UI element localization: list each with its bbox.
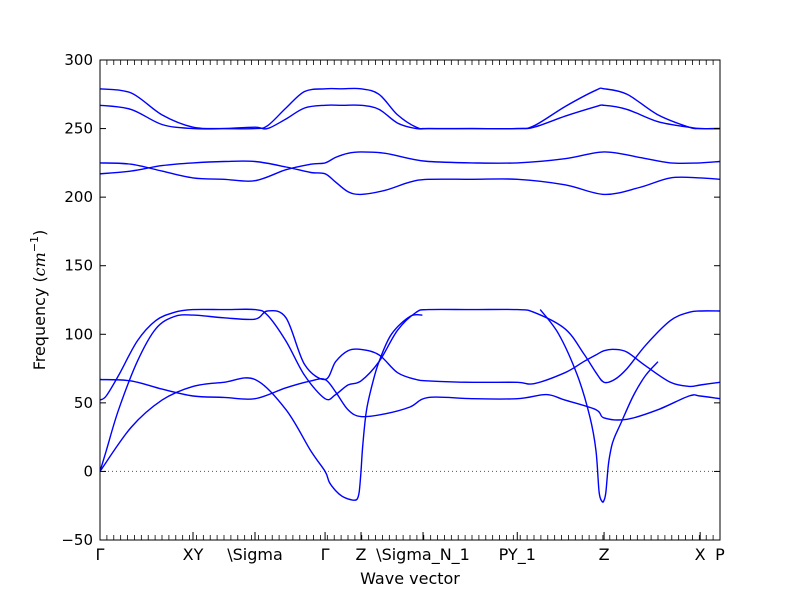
- x-tick-label: Z: [599, 545, 610, 564]
- y-axis-label-suffix: ): [30, 230, 49, 236]
- x-axis: Γ XY \Sigma Γ Z \Sigma_N_1 PY_1 Z X P: [96, 532, 725, 565]
- y-tick-label: 200: [64, 188, 93, 206]
- y-tick-label: 100: [64, 325, 93, 343]
- y-tick-label: 150: [64, 257, 93, 275]
- y-tick-label: 250: [64, 120, 93, 138]
- x-tick-label: Z: [356, 545, 367, 564]
- band-line-9: [539, 309, 659, 503]
- plot-area: [100, 87, 720, 503]
- band-line-7: [100, 378, 720, 421]
- band-line-3: [100, 151, 720, 182]
- x-tick-label: \Sigma_N_1: [376, 545, 470, 565]
- band-line-5: [100, 308, 720, 401]
- x-tick-label: Γ: [321, 545, 330, 564]
- y-axis-label: Frequency (cm−1): [28, 230, 49, 371]
- y-axis-label-prefix: Frequency (: [30, 276, 49, 370]
- band-line-8: [100, 313, 423, 501]
- x-tick-label: PY_1: [499, 545, 536, 565]
- band-line-4: [100, 160, 720, 196]
- y-axis: −50 0 50 100 150 200 250 300: [61, 51, 720, 549]
- y-axis-label-exponent: −1: [28, 236, 41, 252]
- y-tick-label: −50: [61, 531, 93, 549]
- minor-ticks: [99, 60, 721, 540]
- x-tick-label: XY: [183, 545, 204, 564]
- x-tick-label: \Sigma: [227, 545, 283, 564]
- y-axis-label-unit: cm: [30, 252, 49, 276]
- x-tick-label: X: [695, 545, 706, 564]
- x-axis-label: Wave vector: [360, 569, 460, 588]
- x-tick-label: P: [715, 545, 725, 564]
- band-line-2: [100, 104, 720, 130]
- x-tick-label: Γ: [96, 545, 105, 564]
- y-tick-label: 300: [64, 51, 93, 69]
- y-tick-label: 50: [74, 394, 93, 412]
- y-tick-label: 0: [83, 462, 93, 480]
- band-line-6: [100, 309, 720, 472]
